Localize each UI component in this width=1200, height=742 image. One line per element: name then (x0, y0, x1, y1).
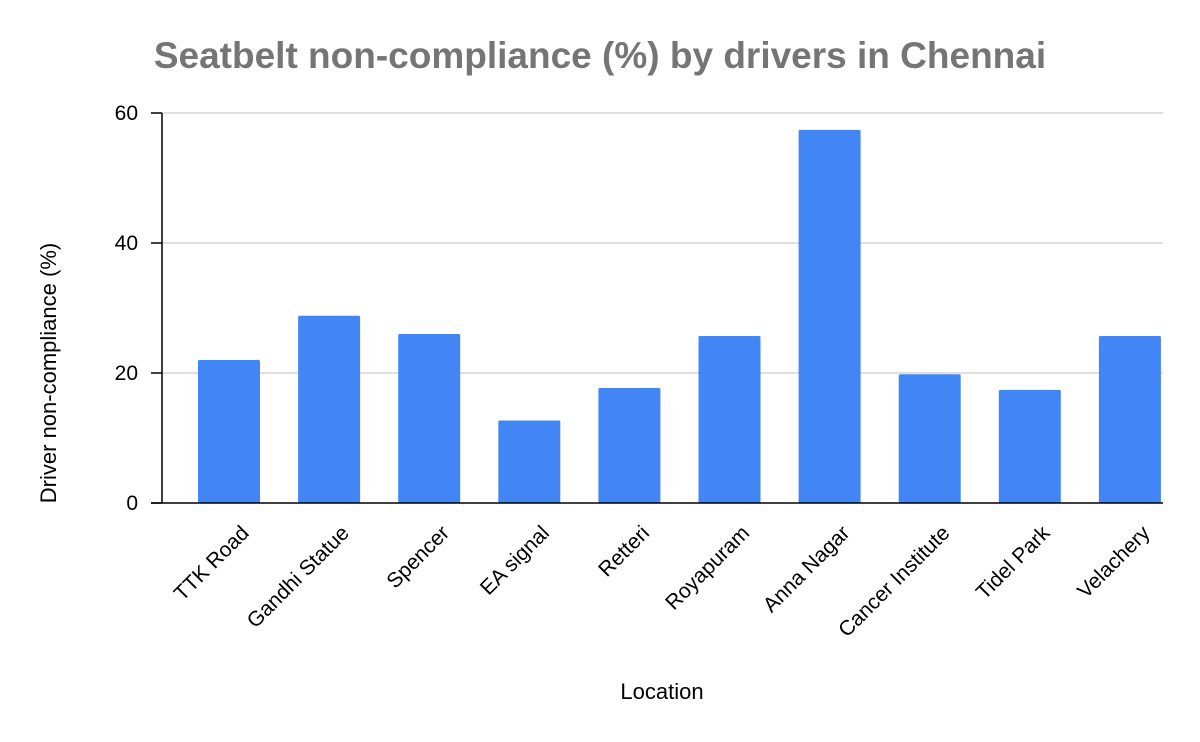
x-axis-title: Location (620, 679, 703, 704)
y-tick-label: 0 (126, 492, 138, 515)
bar-royapuram (698, 335, 761, 503)
y-tick-label: 40 (115, 232, 138, 255)
x-category-label: Spencer (382, 521, 454, 593)
x-category-label: Gandhi Statue (243, 521, 354, 632)
x-category-label: Tidel Park (972, 521, 1055, 604)
bar-retteri (598, 387, 661, 503)
bars (198, 129, 1161, 503)
x-category-label: TTK Road (170, 521, 254, 605)
x-category-label: Royapuram (661, 521, 754, 614)
chart-title: Seatbelt non-compliance (%) by drivers i… (154, 35, 1046, 76)
bar-ea-signal (498, 420, 561, 503)
bar-tidel-park (998, 389, 1061, 503)
y-tick-label: 60 (115, 102, 138, 125)
x-category-label: Retteri (594, 521, 654, 581)
bar-ttk-road (198, 360, 260, 503)
bar-gandhi-statue (298, 315, 361, 503)
y-tick-label: 20 (115, 362, 138, 385)
bar-cancer-institute (898, 374, 961, 503)
x-category-label: EA signal (476, 521, 554, 599)
y-axis-title: Driver non-compliance (%) (36, 243, 61, 503)
axes (151, 112, 1163, 504)
bar-anna-nagar (798, 129, 861, 503)
bar-velachery (1098, 335, 1161, 503)
x-category-label: Anna Nagar (759, 521, 855, 617)
y-tick-labels: 0 20 40 60 (115, 102, 138, 515)
bar-spencer (398, 334, 461, 503)
x-category-label: Velachery (1073, 521, 1155, 603)
